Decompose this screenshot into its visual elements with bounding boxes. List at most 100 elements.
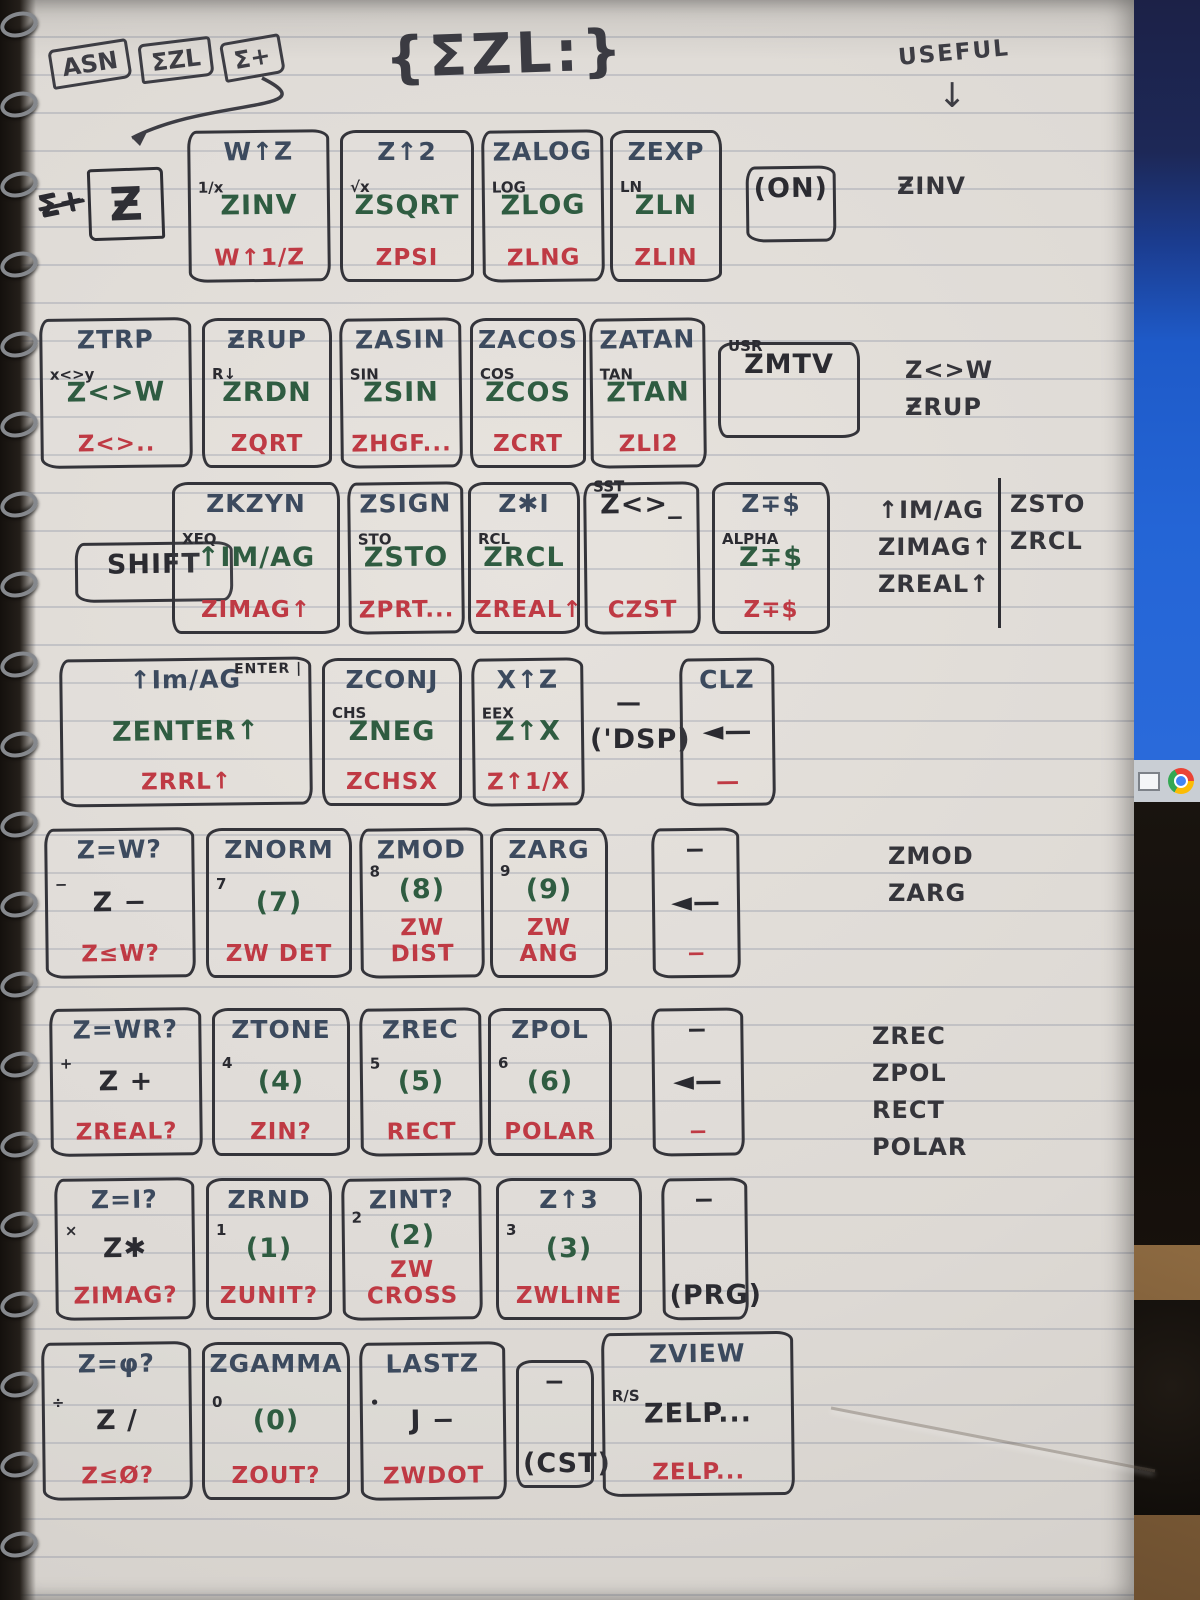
key-z-i: Z✱I ZRCL RCL ZREAL↑ [468,482,582,634]
key-red-label: ZPRT... [358,596,455,624]
key-shifted-label: ZTONE [231,1015,331,1044]
key-shifted-label: Z↑2 [377,137,437,166]
key-red-label: ZW ANG [519,915,579,967]
key-: − (CST) [516,1360,611,1488]
key-shifted-label: ZMOD [376,834,467,865]
key-zexp: ZEXP ZLN LN ZLIN [610,130,722,282]
key-ztrp: ZTRP Z<>W x<>y Z<>.. [39,317,193,469]
header-chip-σzl: ΣZL [137,35,215,85]
key-main-label: (CST) [523,1448,611,1479]
key-shifted-label: ZPOL [511,1015,589,1044]
key-main-label: ZCOS COS [480,364,571,408]
key-zmod: ZMOD (8) 8 ZW DIST [359,827,485,979]
key-shifted-label: ZCONJ [345,665,439,694]
key-zacos: ZACOS ZCOS COS ZCRT [470,318,586,468]
margin-note: ZREC ZPOL RECT POLAR [872,1022,968,1161]
key-original-label: 6 [498,1053,509,1072]
key-zatan: ZATAN ZTAN TAN ZLI2 [589,317,707,469]
key-z-2: Z↑2 ZSQRT √x ZPSI [340,130,474,282]
key-rup: ƵRUP ZRDN R↓ ZQRT [202,318,332,468]
spiral-binding [0,0,41,1600]
key-main-label: (ON) [753,172,829,205]
key-red-label: CZST [607,596,678,624]
spiral-ring [0,247,41,282]
key-shifted-label: ZATAN [599,324,696,355]
key-shifted-label: − [544,1367,566,1396]
key-red-label: − [686,940,707,968]
key-original-label: x<>y [49,364,95,384]
down-arrow-icon: ↓ [938,76,967,116]
spiral-ring [0,1447,41,1482]
key-red-label: Z≤W? [81,940,161,968]
desk-shadow [1122,802,1200,1252]
key-zkzyn: ZKZYN ↑IM/AG XEQ ZIMAG↑ [172,482,340,634]
key-zrec: ZREC (5) 5 RECT [359,1007,483,1157]
key-main-label: ZRDN R↓ [212,364,312,408]
key-main-label: (5) 5 [369,1054,445,1097]
key-original-label: • [369,1393,380,1412]
key-main-label: Z✱ × [64,1221,148,1264]
key-main-label: ('DSP) [590,724,691,756]
margin-note: ZMOD ZARG [888,842,974,907]
key-main-label: ◄— [670,886,722,918]
key-original-label: 8 [369,862,381,881]
spiral-ring [0,967,41,1002]
key-main-label: ZSQRT √x [350,177,460,221]
key-original-label: EEX [481,703,514,723]
key-zgamma: ZGAMMA (0) 0 ZOUT? [202,1342,350,1500]
key-shifted-label: W↑Z [223,136,294,167]
key-: − ◄— − [651,1007,745,1157]
key-shifted-label: Z↑3 [539,1185,599,1214]
key-red-label: ZREAL? [75,1118,178,1146]
key-red-label: W↑1/Z [214,244,306,272]
key-zasin: ZASIN ZSIN SIN ZHGF... [339,317,463,469]
key-main-label: ZINV 1/x [197,178,298,222]
key-main-label: ZNEG CHS [332,703,436,747]
spiral-ring [0,1287,41,1322]
margin-note: ↑IM/AG ZIMAG↑ ZREAL↑ [878,496,993,598]
window-icon [1138,771,1160,791]
key-zconj: ZCONJ ZNEG CHS ZCHSX [322,658,462,806]
key-red-label: ZRRL↑ [140,768,233,796]
margin-note: ƵINV [897,172,966,200]
key-original-label: ALPHA [722,529,779,548]
key-main-label: ↑IM/AG XEQ [182,529,316,573]
key-red-label: ZIMAG↑ [200,597,312,623]
key-z: Z∓$ Z∓$ ALPHA Z∓$ [712,482,830,634]
key-main-label: ZSIN SIN [349,364,440,409]
key-red-label: Z<>.. [77,430,156,458]
key-main-label: Z<>W x<>y [49,364,166,409]
key-zpol: ZPOL (6) 6 POLAR [488,1008,612,1156]
key-red-label: ZQRT [230,431,304,457]
page-title: {ΣZL:} [383,17,627,92]
key-original-label: 0 [212,1392,223,1411]
key-main-label: ◄— [672,1065,724,1097]
key-red-label: ZLI2 [618,430,679,458]
key-main-label: ZLN LN [620,177,698,221]
key-original-label: R/S [611,1386,640,1405]
key-shifted-label: ↑Im/AG ENTER | [129,660,303,695]
key-zview: ZVIEW ZELP... R/S ZELP... [601,1330,795,1498]
key-main-label: Z∓$ ALPHA [722,529,803,573]
key-shifted-label: Z✱I [498,489,550,518]
key-original-label: LOG [491,177,526,197]
key-main-label: (0) 0 [212,1392,300,1436]
key-zint: ZINT? (2) 2 ZW CROSS [341,1177,483,1321]
key-shifted-label: X↑Z [496,664,559,695]
key-main-label: Z / ÷ [51,1393,139,1436]
key-main-label: (PRG) [669,1279,763,1312]
key-red-label: ZOUT? [231,1463,321,1489]
spiral-ring [0,567,41,602]
margin-note: ZSTO ZRCL [1010,490,1086,555]
margin-note: Z<>W ƵRUP [905,356,994,421]
spiral-ring [0,1127,41,1162]
monitor-screen [1132,0,1200,760]
spiral-ring [0,1047,41,1082]
key-red-label: — [715,768,741,796]
key-zalog: ZALOG ZLOG LOG ZLNG [481,129,605,283]
key-main-label: (2) 2 [351,1208,436,1251]
key-shifted-label: ZASIN [354,324,446,355]
key-original-label: XEQ [182,529,217,548]
key-original-label: 7 [216,874,227,893]
key-main-label: Z + + [59,1054,154,1097]
